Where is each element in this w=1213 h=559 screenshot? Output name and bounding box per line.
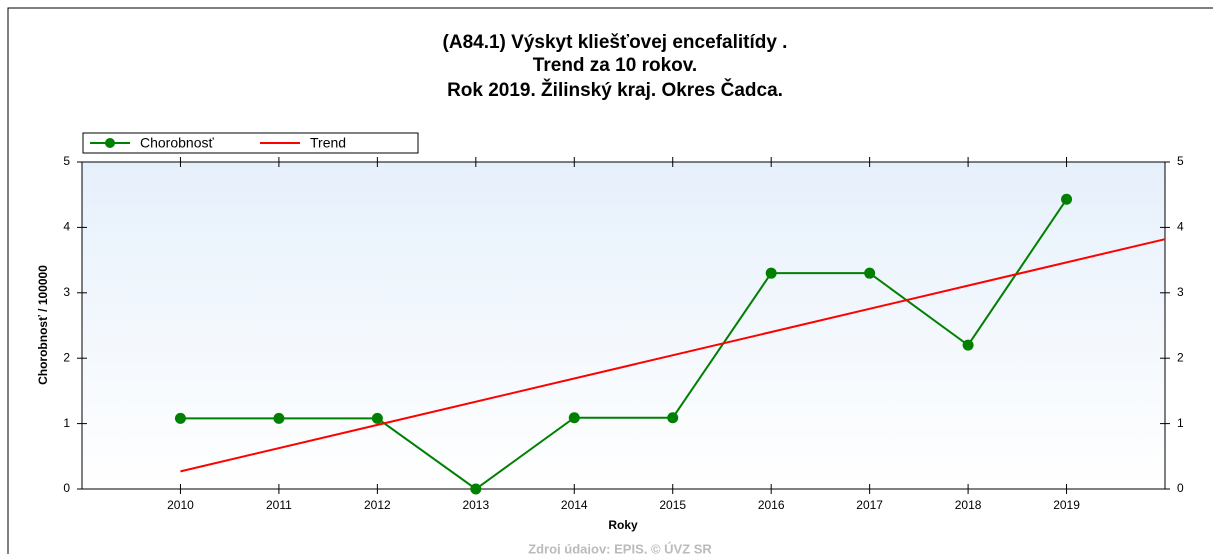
y2-tick-label: 5 (1177, 154, 1184, 168)
data-point (568, 412, 580, 424)
chart-title: Trend za 10 rokov. (533, 55, 697, 76)
data-point (371, 412, 383, 424)
y2-tick-label: 2 (1177, 350, 1184, 364)
x-tick-label: 2012 (364, 498, 391, 512)
x-tick-label: 2016 (758, 498, 785, 512)
data-point (1061, 193, 1073, 205)
x-tick-label: 2015 (659, 498, 686, 512)
data-point (174, 412, 186, 424)
x-tick-label: 2014 (561, 498, 588, 512)
x-tick-label: 2013 (462, 498, 489, 512)
y-tick-label: 1 (63, 416, 70, 430)
data-point (470, 483, 482, 495)
series-line (180, 238, 1166, 473)
y-tick-label: 3 (63, 285, 70, 299)
legend-marker (105, 138, 115, 148)
footer: Zdroj údajov: EPIS, © ÚVZ SR (528, 541, 712, 554)
x-tick-label: 2011 (266, 498, 292, 512)
chart-title: Rok 2019. Žilinský kraj. Okres Čadca. (447, 79, 783, 101)
y-tick-label: 0 (63, 481, 70, 495)
y2-tick-label: 4 (1177, 220, 1184, 234)
x-tick-label: 2018 (955, 498, 982, 512)
plot-area (82, 162, 1165, 489)
legend-label: Chorobnosť (140, 135, 214, 151)
y-tick-label: 4 (63, 220, 70, 234)
y2-tick-label: 0 (1177, 481, 1184, 495)
data-point (765, 267, 777, 279)
y-tick-label: 5 (63, 154, 70, 168)
legend-label: Trend (310, 135, 346, 151)
x-axis-label: Roky (608, 518, 638, 532)
legend (82, 132, 419, 154)
data-point (864, 267, 876, 279)
y-tick-label: 2 (63, 350, 70, 364)
x-tick-label: 2017 (856, 498, 883, 512)
data-point (667, 412, 679, 424)
x-tick-label: 2010 (167, 498, 194, 512)
y2-tick-label: 3 (1177, 285, 1184, 299)
y2-tick-label: 1 (1177, 416, 1184, 430)
data-point (962, 339, 974, 351)
data-point (273, 412, 285, 424)
page-border (7, 7, 1213, 554)
series-line (180, 198, 1068, 491)
chart-title: (A84.1) Výskyt kliešťovej encefalitídy . (443, 32, 788, 53)
y-axis-label: Chorobnosť / 100000 (36, 265, 50, 385)
x-tick-label: 2019 (1053, 498, 1080, 512)
